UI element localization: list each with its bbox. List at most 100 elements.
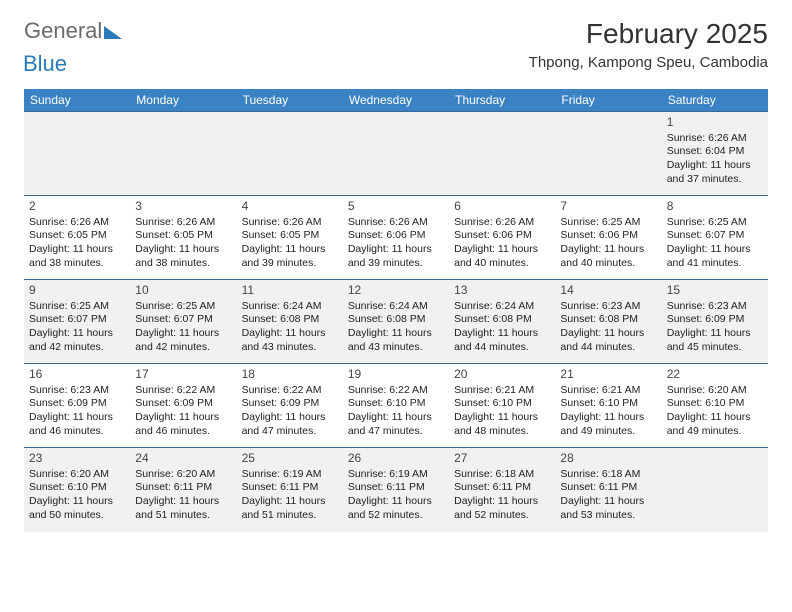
day-number: 19 bbox=[348, 367, 444, 383]
day-number: 12 bbox=[348, 283, 444, 299]
day-info-line: and 49 minutes. bbox=[667, 425, 763, 439]
day-info-line: Sunrise: 6:20 AM bbox=[667, 384, 763, 398]
day-info-line: Sunrise: 6:23 AM bbox=[667, 300, 763, 314]
calendar-page: General February 2025 Thpong, Kampong Sp… bbox=[0, 0, 792, 550]
weekday-header: Friday bbox=[555, 89, 661, 112]
day-info-line: and 43 minutes. bbox=[348, 341, 444, 355]
calendar-day-cell: 27Sunrise: 6:18 AMSunset: 6:11 PMDayligh… bbox=[449, 448, 555, 532]
day-info-line: and 47 minutes. bbox=[348, 425, 444, 439]
day-number: 8 bbox=[667, 199, 763, 215]
day-info-line: Sunrise: 6:25 AM bbox=[560, 216, 656, 230]
day-info-line: and 38 minutes. bbox=[29, 257, 125, 271]
day-info-line: Daylight: 11 hours bbox=[348, 495, 444, 509]
day-info-line: Sunrise: 6:24 AM bbox=[348, 300, 444, 314]
day-info-line: Sunrise: 6:26 AM bbox=[135, 216, 231, 230]
day-info-line: and 44 minutes. bbox=[560, 341, 656, 355]
day-info-line: Daylight: 11 hours bbox=[454, 327, 550, 341]
day-info-line: and 50 minutes. bbox=[29, 509, 125, 523]
day-info-line: and 53 minutes. bbox=[560, 509, 656, 523]
day-number: 14 bbox=[560, 283, 656, 299]
day-info-line: Daylight: 11 hours bbox=[348, 411, 444, 425]
day-number: 15 bbox=[667, 283, 763, 299]
calendar-week-row: 16Sunrise: 6:23 AMSunset: 6:09 PMDayligh… bbox=[24, 364, 768, 448]
day-info-line: Sunset: 6:08 PM bbox=[454, 313, 550, 327]
day-info-line: Sunrise: 6:26 AM bbox=[29, 216, 125, 230]
day-info-line: Sunrise: 6:26 AM bbox=[454, 216, 550, 230]
day-info-line: Sunset: 6:10 PM bbox=[29, 481, 125, 495]
day-info-line: Daylight: 11 hours bbox=[560, 495, 656, 509]
calendar-day-cell: 24Sunrise: 6:20 AMSunset: 6:11 PMDayligh… bbox=[130, 448, 236, 532]
day-number: 24 bbox=[135, 451, 231, 467]
day-info-line: Sunset: 6:09 PM bbox=[29, 397, 125, 411]
day-info-line: Sunrise: 6:26 AM bbox=[348, 216, 444, 230]
day-info-line: Sunset: 6:09 PM bbox=[242, 397, 338, 411]
day-number: 22 bbox=[667, 367, 763, 383]
day-info-line: and 44 minutes. bbox=[454, 341, 550, 355]
day-info-line: Sunrise: 6:20 AM bbox=[29, 468, 125, 482]
day-info-line: Sunset: 6:04 PM bbox=[667, 145, 763, 159]
day-info-line: Sunset: 6:08 PM bbox=[560, 313, 656, 327]
day-info-line: Sunset: 6:06 PM bbox=[560, 229, 656, 243]
calendar-day-cell: 22Sunrise: 6:20 AMSunset: 6:10 PMDayligh… bbox=[662, 364, 768, 448]
calendar-day-cell: 17Sunrise: 6:22 AMSunset: 6:09 PMDayligh… bbox=[130, 364, 236, 448]
day-info-line: Sunset: 6:10 PM bbox=[667, 397, 763, 411]
day-info-line: Daylight: 11 hours bbox=[29, 243, 125, 257]
day-number: 7 bbox=[560, 199, 656, 215]
day-info-line: and 51 minutes. bbox=[135, 509, 231, 523]
calendar-day-cell: 3Sunrise: 6:26 AMSunset: 6:05 PMDaylight… bbox=[130, 196, 236, 280]
day-info-line: and 52 minutes. bbox=[454, 509, 550, 523]
day-info-line: and 38 minutes. bbox=[135, 257, 231, 271]
weekday-row: SundayMondayTuesdayWednesdayThursdayFrid… bbox=[24, 89, 768, 112]
calendar-day-cell: 9Sunrise: 6:25 AMSunset: 6:07 PMDaylight… bbox=[24, 280, 130, 364]
day-info-line: Sunset: 6:11 PM bbox=[242, 481, 338, 495]
day-number: 5 bbox=[348, 199, 444, 215]
day-info-line: Sunset: 6:06 PM bbox=[348, 229, 444, 243]
calendar-day-cell bbox=[662, 448, 768, 532]
day-number: 6 bbox=[454, 199, 550, 215]
day-info-line: Sunset: 6:07 PM bbox=[29, 313, 125, 327]
day-info-line: Daylight: 11 hours bbox=[667, 411, 763, 425]
day-number: 23 bbox=[29, 451, 125, 467]
day-info-line: and 47 minutes. bbox=[242, 425, 338, 439]
day-info-line: Daylight: 11 hours bbox=[560, 411, 656, 425]
day-info-line: Sunset: 6:10 PM bbox=[454, 397, 550, 411]
calendar-body: 1Sunrise: 6:26 AMSunset: 6:04 PMDaylight… bbox=[24, 112, 768, 532]
day-info-line: Sunset: 6:07 PM bbox=[667, 229, 763, 243]
day-info-line: Sunrise: 6:25 AM bbox=[667, 216, 763, 230]
day-info-line: and 42 minutes. bbox=[29, 341, 125, 355]
weekday-header: Saturday bbox=[662, 89, 768, 112]
calendar-day-cell: 2Sunrise: 6:26 AMSunset: 6:05 PMDaylight… bbox=[24, 196, 130, 280]
calendar-day-cell bbox=[237, 112, 343, 196]
day-info-line: Daylight: 11 hours bbox=[667, 159, 763, 173]
day-info-line: Sunset: 6:11 PM bbox=[454, 481, 550, 495]
day-info-line: and 40 minutes. bbox=[454, 257, 550, 271]
day-info-line: Daylight: 11 hours bbox=[560, 327, 656, 341]
day-info-line: Sunset: 6:05 PM bbox=[29, 229, 125, 243]
day-info-line: Daylight: 11 hours bbox=[242, 327, 338, 341]
calendar-day-cell bbox=[555, 112, 661, 196]
calendar-day-cell: 7Sunrise: 6:25 AMSunset: 6:06 PMDaylight… bbox=[555, 196, 661, 280]
day-info-line: and 39 minutes. bbox=[242, 257, 338, 271]
day-info-line: and 40 minutes. bbox=[560, 257, 656, 271]
calendar-day-cell: 18Sunrise: 6:22 AMSunset: 6:09 PMDayligh… bbox=[237, 364, 343, 448]
day-info-line: and 52 minutes. bbox=[348, 509, 444, 523]
day-info-line: Sunrise: 6:20 AM bbox=[135, 468, 231, 482]
day-info-line: Sunrise: 6:23 AM bbox=[560, 300, 656, 314]
calendar-day-cell: 14Sunrise: 6:23 AMSunset: 6:08 PMDayligh… bbox=[555, 280, 661, 364]
calendar-day-cell: 21Sunrise: 6:21 AMSunset: 6:10 PMDayligh… bbox=[555, 364, 661, 448]
day-info-line: and 42 minutes. bbox=[135, 341, 231, 355]
day-info-line: Daylight: 11 hours bbox=[135, 495, 231, 509]
day-number: 20 bbox=[454, 367, 550, 383]
calendar-day-cell: 4Sunrise: 6:26 AMSunset: 6:05 PMDaylight… bbox=[237, 196, 343, 280]
day-info-line: Sunrise: 6:23 AM bbox=[29, 384, 125, 398]
logo-triangle-icon bbox=[104, 26, 122, 39]
day-info-line: Daylight: 11 hours bbox=[135, 243, 231, 257]
calendar-day-cell: 25Sunrise: 6:19 AMSunset: 6:11 PMDayligh… bbox=[237, 448, 343, 532]
day-info-line: Daylight: 11 hours bbox=[242, 495, 338, 509]
day-number: 17 bbox=[135, 367, 231, 383]
weekday-header: Thursday bbox=[449, 89, 555, 112]
day-info-line: Daylight: 11 hours bbox=[135, 327, 231, 341]
day-info-line: and 37 minutes. bbox=[667, 173, 763, 187]
calendar-day-cell: 16Sunrise: 6:23 AMSunset: 6:09 PMDayligh… bbox=[24, 364, 130, 448]
month-title: February 2025 bbox=[529, 18, 768, 50]
